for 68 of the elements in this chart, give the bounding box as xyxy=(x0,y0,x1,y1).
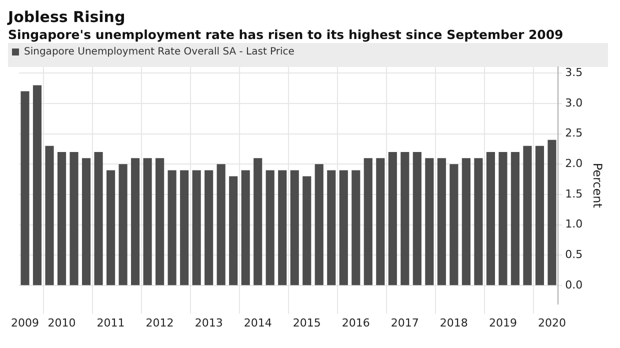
x-tick-label: 2016 xyxy=(342,316,370,330)
legend-label: Singapore Unemployment Rate Overall SA - Last Price xyxy=(24,46,294,58)
bar xyxy=(462,158,470,286)
bar xyxy=(118,164,128,286)
bar xyxy=(32,85,42,286)
bar xyxy=(437,158,446,286)
bar xyxy=(216,164,226,286)
x-tick-label: 2015 xyxy=(292,316,321,330)
x-tick-label: 2012 xyxy=(146,316,174,330)
bar xyxy=(388,152,397,286)
x-tick-label: 2014 xyxy=(244,316,272,330)
bar xyxy=(364,158,372,286)
bar xyxy=(548,140,556,286)
x-tick-label: 2013 xyxy=(194,316,223,330)
bar xyxy=(523,146,532,286)
bar xyxy=(450,164,458,286)
bar xyxy=(204,170,214,286)
bar xyxy=(131,158,140,286)
bar xyxy=(290,170,299,286)
bar xyxy=(498,152,508,286)
x-tick-label: 2011 xyxy=(96,316,125,330)
bar xyxy=(180,170,189,286)
bar xyxy=(241,170,250,286)
y-tick-label: 3.0 xyxy=(565,96,583,110)
x-tick-label: 2009 xyxy=(10,316,39,330)
x-tick-label: 2010 xyxy=(48,316,76,330)
bar xyxy=(229,176,238,286)
bar xyxy=(352,170,360,286)
bar xyxy=(45,146,54,286)
y-tick-label: 1.5 xyxy=(565,187,583,200)
x-tick-label: 2017 xyxy=(390,316,419,330)
bar xyxy=(20,91,30,286)
bar xyxy=(314,164,324,286)
x-tick-label: 2019 xyxy=(488,316,517,330)
bar xyxy=(266,170,274,286)
bar xyxy=(156,158,164,286)
y-axis-title: Percent xyxy=(590,162,605,208)
bar xyxy=(278,170,287,286)
bar xyxy=(302,176,312,286)
chart-subtitle: Singapore's unemployment rate has risen to its highest since September 2009 xyxy=(8,26,564,43)
bar xyxy=(376,158,385,286)
bar xyxy=(400,152,410,286)
bar xyxy=(339,170,348,286)
y-tick-label: 0.5 xyxy=(565,248,583,262)
x-tick-label: 2018 xyxy=(440,316,468,330)
bar xyxy=(70,152,78,286)
y-tick-label: 0.0 xyxy=(565,278,583,292)
bar xyxy=(192,170,201,286)
bar xyxy=(168,170,176,286)
y-tick-label: 2.0 xyxy=(565,157,583,170)
chart-title: Jobless Rising xyxy=(8,8,126,26)
y-tick-label: 1.0 xyxy=(565,218,583,231)
y-tick-label: 3.5 xyxy=(565,66,583,79)
bar xyxy=(412,152,422,286)
x-tick-label: 2020 xyxy=(538,316,566,330)
bar xyxy=(474,158,483,286)
y-tick-label: 2.5 xyxy=(565,126,583,140)
bar xyxy=(510,152,520,286)
bar xyxy=(327,170,336,286)
bar xyxy=(57,152,66,286)
bar xyxy=(425,158,434,286)
bar xyxy=(82,158,91,286)
bar xyxy=(106,170,116,286)
bar xyxy=(94,152,103,286)
bar xyxy=(143,158,152,286)
bar xyxy=(254,158,262,286)
bar xyxy=(486,152,495,286)
bar xyxy=(535,146,544,286)
